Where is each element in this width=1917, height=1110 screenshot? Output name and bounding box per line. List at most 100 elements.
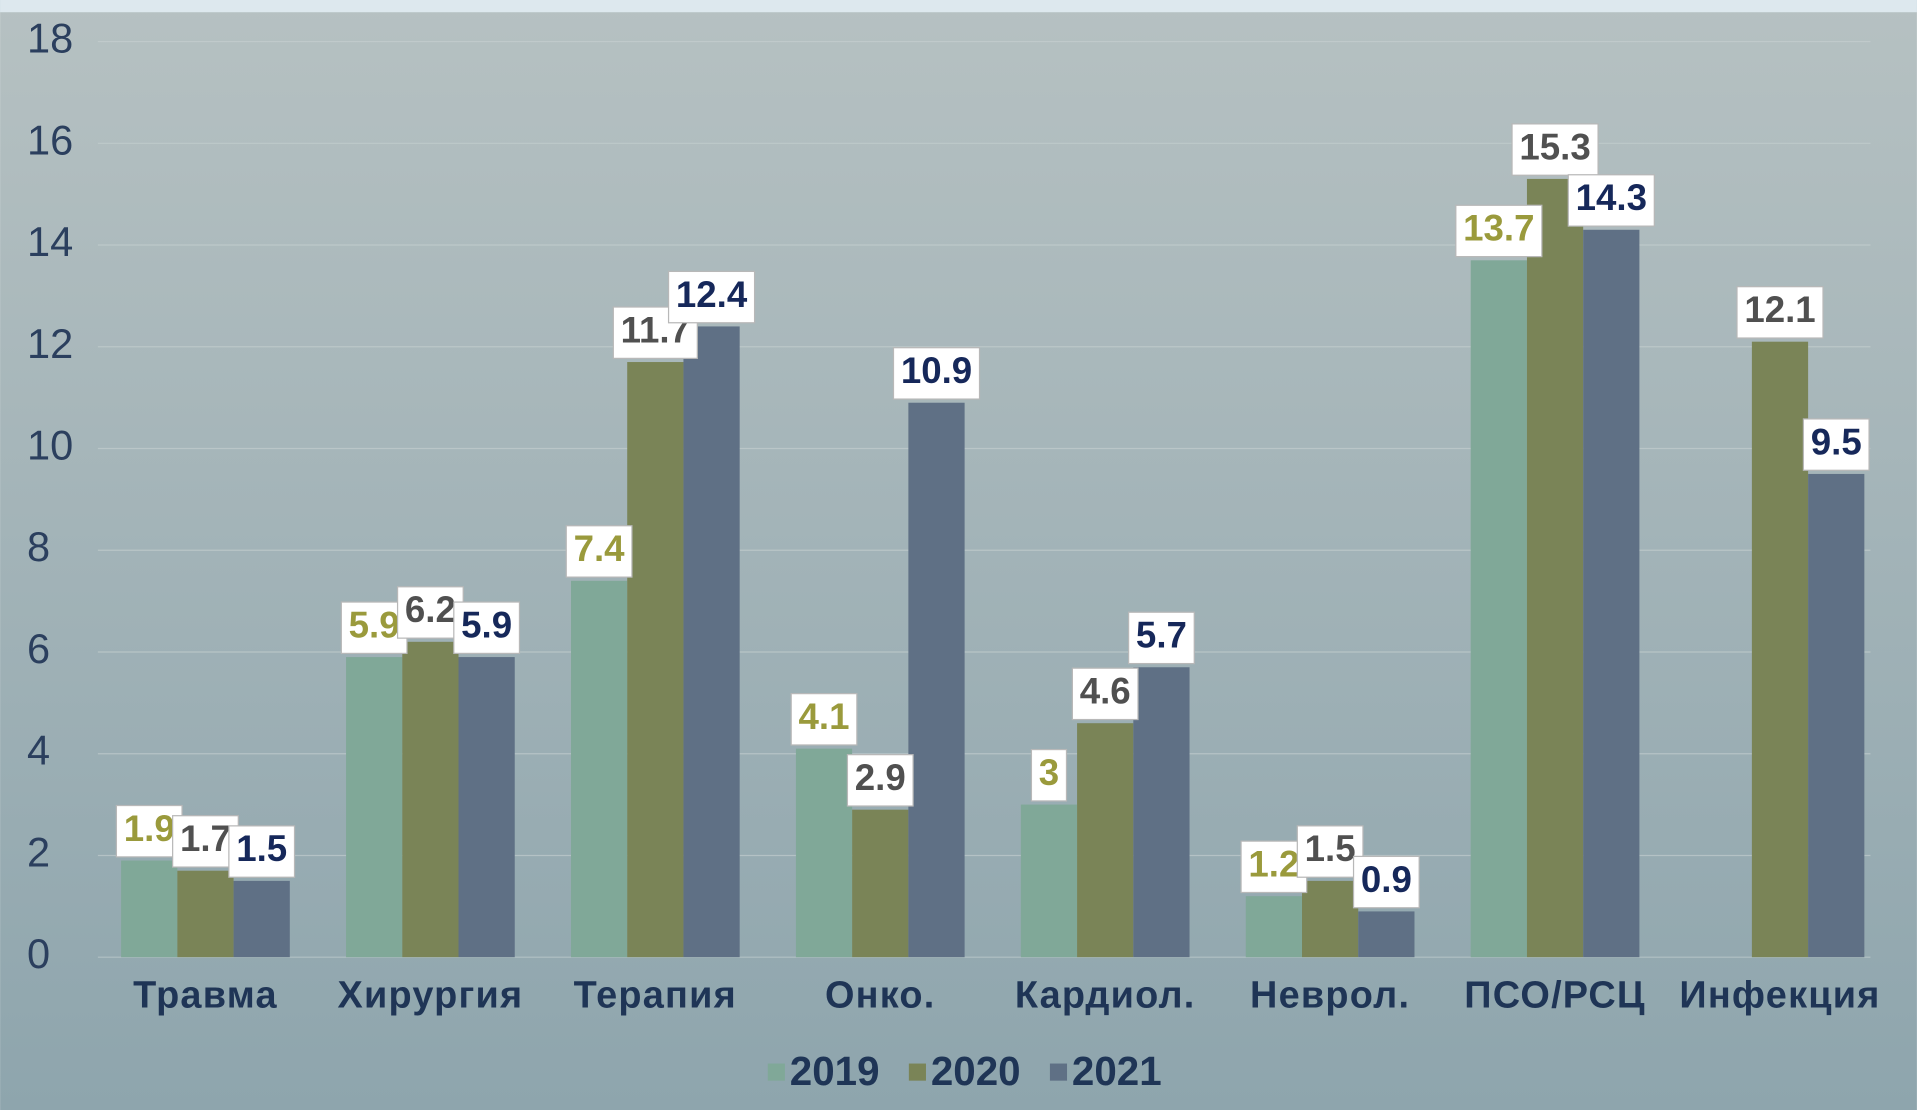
value-label-text: 3 [1039, 752, 1059, 793]
bar [121, 860, 178, 958]
value-label-box [1296, 825, 1364, 878]
value-label-text: 10.9 [901, 350, 972, 391]
value-label-text: 13.7 [1463, 208, 1534, 249]
y-tick-label: 14 [27, 218, 73, 265]
bar [570, 580, 628, 958]
value-label-text: 14.3 [1576, 177, 1647, 218]
bar [1245, 896, 1303, 958]
value-label-text: 4.6 [1080, 671, 1131, 712]
value-label: 5.7 [1127, 611, 1195, 665]
bar [1302, 880, 1359, 958]
x-tick-label: Инфекция [1679, 975, 1880, 1017]
value-label-text: 4.1 [799, 696, 850, 737]
value-label-text: 5.7 [1136, 615, 1187, 656]
value-label-box [453, 601, 521, 655]
value-label-text: 1.2 [1248, 843, 1299, 884]
value-label-box [1455, 204, 1543, 258]
value-label-text: 1.9 [124, 808, 175, 849]
value-label: 4.6 [1071, 667, 1139, 721]
legend-swatch [1049, 1063, 1068, 1081]
value-label: 15.3 [1511, 123, 1599, 176]
value-label-box [396, 586, 464, 639]
value-label-text: 7.4 [574, 528, 626, 569]
value-label: 1.7 [172, 815, 239, 868]
value-label-text: 2.9 [855, 757, 906, 798]
value-label-box [790, 693, 858, 746]
y-tick-label: 8 [27, 523, 50, 570]
value-label-box [1071, 667, 1139, 721]
x-tick-label: Кардиол. [1015, 975, 1196, 1017]
value-label-text: 12.4 [676, 274, 748, 315]
value-label-box [1352, 855, 1420, 909]
value-label-text: 1.5 [1305, 828, 1356, 869]
value-label: 3 [1030, 748, 1068, 802]
value-label: 13.7 [1455, 204, 1543, 258]
value-label-box [228, 825, 296, 878]
value-label-box [1127, 611, 1195, 665]
y-tick-label: 2 [27, 828, 50, 875]
value-label-text: 6.2 [405, 589, 456, 630]
value-label: 1.5 [1296, 825, 1364, 878]
legend-swatch [767, 1063, 785, 1081]
bar [402, 641, 459, 958]
bar [177, 870, 234, 958]
value-label-box [565, 525, 633, 578]
y-tick-label: 4 [27, 727, 50, 774]
value-label-box [1736, 286, 1824, 339]
x-tick-label: ПСО/РСЦ [1464, 975, 1646, 1017]
value-label: 5.9 [453, 601, 521, 655]
legend-label: 2019 [790, 1048, 880, 1094]
value-label-box [1030, 748, 1068, 802]
value-label-box [1567, 174, 1655, 227]
value-label: 12.1 [1736, 286, 1824, 339]
value-label-text: 12.1 [1744, 289, 1815, 330]
x-tick-label: Онко. [825, 975, 936, 1017]
value-label: 10.9 [892, 347, 981, 400]
bar [458, 657, 515, 958]
value-label-text: 9.5 [1811, 421, 1862, 462]
bar [233, 880, 290, 958]
value-label: 6.2 [396, 586, 464, 639]
bar [908, 402, 965, 958]
bar [627, 362, 684, 958]
bar [1020, 804, 1078, 958]
value-label: 4.1 [790, 693, 858, 746]
value-label-text: 1.5 [236, 828, 287, 869]
x-tick-label: Терапия [574, 975, 737, 1017]
legend-label: 2020 [931, 1048, 1021, 1094]
value-label: 14.3 [1567, 174, 1655, 227]
value-label: 12.4 [667, 270, 756, 324]
bar [795, 748, 853, 958]
value-label-text: 0.9 [1361, 859, 1412, 900]
bar [852, 809, 909, 958]
value-label: 1.2 [1240, 840, 1308, 894]
value-label: 1.9 [115, 804, 183, 858]
value-label-box [846, 754, 914, 807]
y-tick-label: 16 [27, 116, 73, 163]
value-label-text: 15.3 [1519, 126, 1590, 167]
value-label-box [1511, 123, 1599, 176]
value-label: 2.9 [846, 754, 914, 807]
y-tick-label: 18 [27, 15, 73, 62]
legend-swatch [908, 1063, 926, 1081]
value-label-text: 1.7 [180, 818, 231, 859]
legend-label: 2021 [1072, 1048, 1162, 1094]
x-tick-label: Неврол. [1250, 975, 1410, 1017]
bar [1808, 473, 1865, 958]
bar [1526, 178, 1584, 958]
y-tick-label: 6 [27, 625, 50, 672]
bar [1751, 341, 1809, 958]
bar [1133, 667, 1190, 958]
value-label-text: 5.9 [461, 604, 512, 645]
value-label: 1.5 [228, 825, 296, 878]
value-label-box [892, 347, 981, 400]
bar [1470, 260, 1527, 958]
value-label-text: 5.9 [349, 604, 400, 645]
value-label: 5.9 [340, 601, 408, 655]
x-tick-label: Хирургия [337, 975, 523, 1017]
value-label: 7.4 [565, 525, 633, 578]
value-label-box [1240, 840, 1308, 894]
bar [683, 326, 740, 958]
